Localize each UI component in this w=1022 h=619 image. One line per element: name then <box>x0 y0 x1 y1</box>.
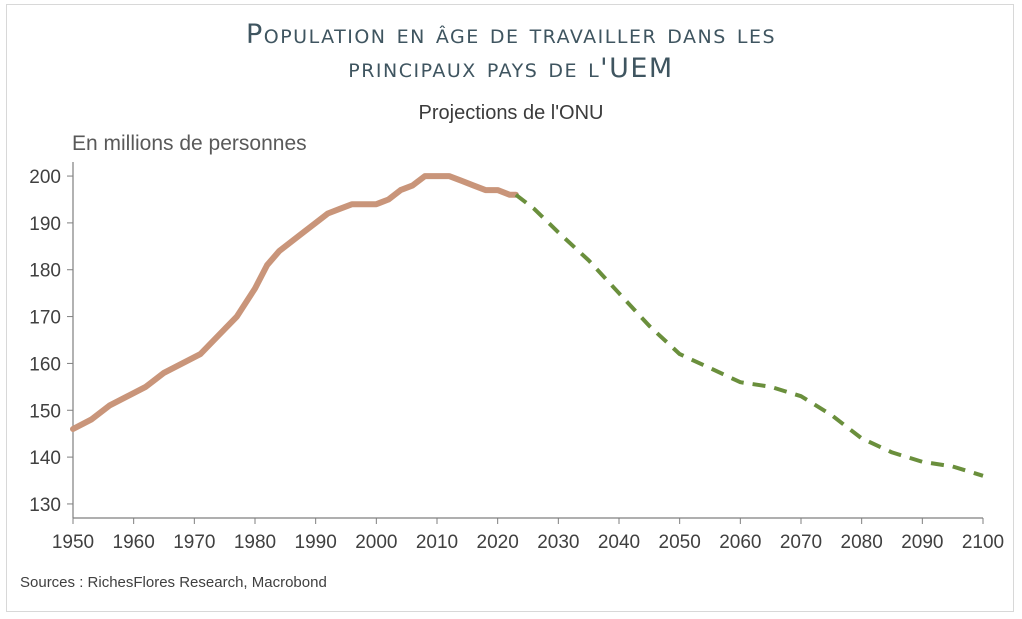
x-tick-label: 2090 <box>901 532 943 553</box>
chart-series <box>70 173 984 478</box>
x-tick-label: 2080 <box>841 532 883 553</box>
x-tick-label: 1970 <box>173 532 215 553</box>
x-tick-label: 2100 <box>962 532 1004 553</box>
x-tick-label: 2020 <box>477 532 519 553</box>
chart-subtitle: Projections de l'ONU <box>418 102 604 124</box>
x-tick-label: 2030 <box>537 532 579 553</box>
y-tick-label: 160 <box>29 354 61 375</box>
y-tick-label: 180 <box>29 261 61 282</box>
chart-title-line-2: principaux pays de l'UEM <box>348 53 674 84</box>
source-note: Sources : RichesFlores Research, Macrobo… <box>20 574 327 591</box>
x-tick-label: 2040 <box>598 532 640 553</box>
y-tick-label: 130 <box>29 495 61 516</box>
y-tick-label: 200 <box>29 167 61 188</box>
chart-axes: 130 140 150 160 170 180 190 200 1950 1960 1970 1980… <box>29 162 1004 553</box>
x-tick-label: 2050 <box>659 532 701 553</box>
y-tick-label: 150 <box>29 401 61 422</box>
x-tick-label: 1990 <box>295 532 337 553</box>
y-tick-label: 170 <box>29 308 61 329</box>
x-tick-label: 1950 <box>52 532 94 553</box>
y-tick-label: 190 <box>29 214 61 235</box>
x-tick-label: 2070 <box>780 532 822 553</box>
x-tick-label: 2060 <box>719 532 761 553</box>
x-tick-label: 2010 <box>416 532 458 553</box>
x-tick-label: 1960 <box>113 532 155 553</box>
historical-series-line <box>70 173 519 432</box>
chart-frame <box>6 4 1014 612</box>
chart-title-line-1: Population en âge de travailler dans les <box>245 19 777 50</box>
x-tick-label: 2000 <box>355 532 397 553</box>
y-tick-label: 140 <box>29 448 61 469</box>
projection-series-line <box>514 193 984 478</box>
x-tick-label: 1980 <box>234 532 276 553</box>
y-axis-unit-label: En millions de personnes <box>72 132 307 155</box>
